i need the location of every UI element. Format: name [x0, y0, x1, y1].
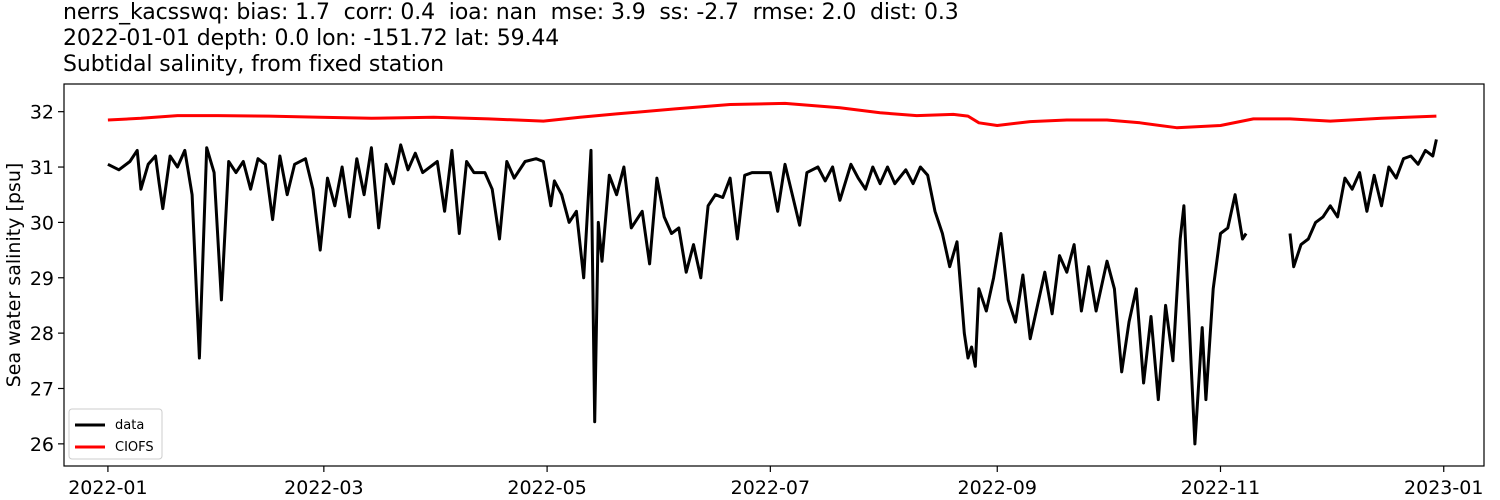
title-line-location: 2022-01-01 depth: 0.0 lon: -151.72 lat: … [63, 26, 560, 51]
x-tick-label: 2022-01 [68, 477, 147, 499]
title-line-description: Subtidal salinity, from fixed station [63, 52, 444, 77]
x-tick-label: 2022-11 [1181, 477, 1260, 499]
y-tick-label: 29 [30, 268, 54, 290]
y-tick-label: 30 [30, 212, 54, 234]
x-tick-label: 2022-05 [507, 477, 586, 499]
legend-label-ciofs: CIOFS [115, 440, 154, 455]
title-line-stats: nerrs_kacsswq: bias: 1.7 corr: 0.4 ioa: … [63, 0, 959, 25]
y-tick-label: 26 [30, 434, 54, 456]
x-tick-label: 2022-07 [731, 477, 810, 499]
x-tick-label: 2022-03 [284, 477, 363, 499]
legend-label-data: data [115, 418, 144, 433]
y-tick-label: 31 [30, 157, 54, 179]
y-tick-label: 28 [30, 323, 54, 345]
x-tick-label: 2022-09 [958, 477, 1037, 499]
y-tick-label: 27 [30, 378, 54, 400]
y-axis-label: Sea water salinity [psu] [3, 163, 25, 388]
plot-frame [63, 83, 1485, 467]
y-tick-label: 32 [30, 102, 54, 124]
series-line-ciofs [107, 101, 1437, 130]
x-tick-label: 2023-01 [1404, 477, 1483, 499]
chart-title: nerrs_kacsswq: bias: 1.7 corr: 0.4 ioa: … [63, 0, 1483, 78]
series-line-data [107, 139, 1438, 446]
